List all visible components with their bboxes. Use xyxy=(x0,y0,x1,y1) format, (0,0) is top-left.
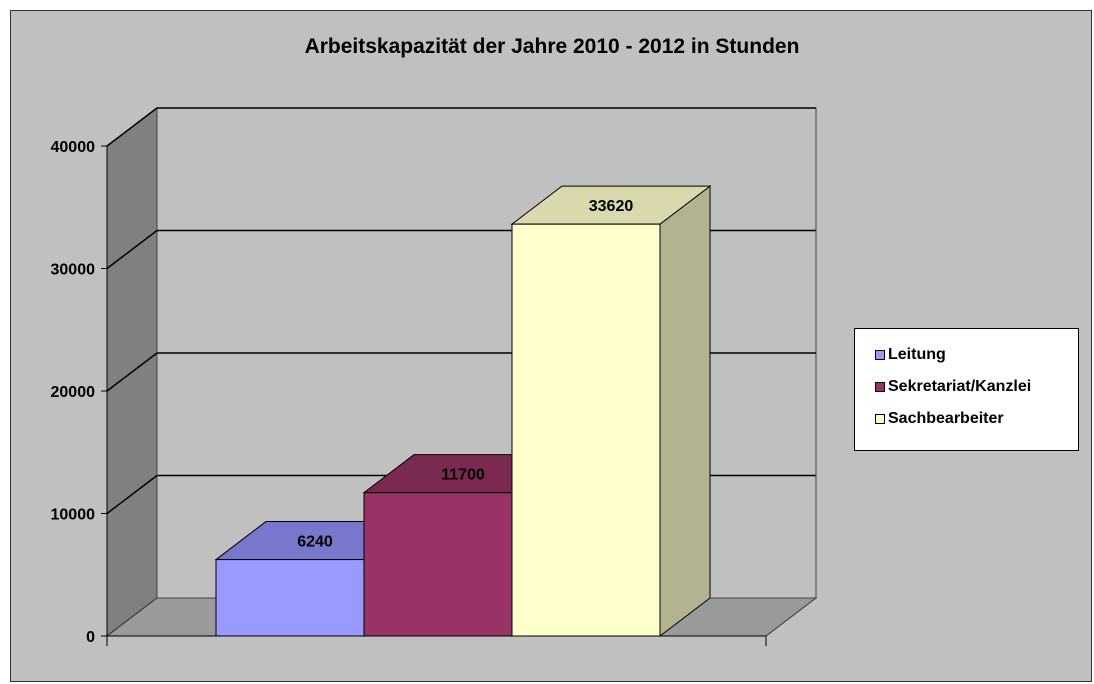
y-tick-label: 30000 xyxy=(51,262,96,279)
legend: Leitung Sekretariat/Kanzlei Sachbearbeiter xyxy=(854,328,1079,451)
legend-item: Leitung xyxy=(875,339,1078,371)
legend-label: Sachbearbeiter xyxy=(888,410,1004,427)
bar-front xyxy=(511,223,661,637)
legend-swatch xyxy=(875,350,885,360)
chart-area: 0 10000 20000 30000 40000 6240 11700 33620 Arb… xyxy=(10,10,1092,682)
gridline-side xyxy=(106,229,158,270)
y-tick-label: 20000 xyxy=(51,384,96,401)
data-label: 33620 xyxy=(589,198,634,215)
legend-label: Sekretariat/Kanzlei xyxy=(888,378,1032,395)
legend-label: Leitung xyxy=(888,346,946,363)
gridline-side xyxy=(106,352,158,392)
data-label: 11700 xyxy=(441,467,485,484)
chart-title: Arbeitskapazität der Jahre 2010 - 2012 i… xyxy=(304,35,800,58)
bar-side xyxy=(659,185,711,638)
y-tick-label: 0 xyxy=(86,629,95,646)
legend-swatch xyxy=(875,382,885,392)
bar-front xyxy=(215,559,365,637)
legend-item: Sekretariat/Kanzlei xyxy=(875,371,1078,403)
gridline-side xyxy=(106,107,158,147)
legend-swatch xyxy=(875,414,885,424)
bar-sachbearbeiter xyxy=(510,185,712,638)
gridline-side xyxy=(106,474,158,515)
legend-item: Sachbearbeiter xyxy=(875,403,1078,435)
bar-front xyxy=(363,492,513,637)
y-tick-label: 40000 xyxy=(51,139,96,156)
data-label: 6240 xyxy=(297,534,333,551)
chart-plot: 0 10000 20000 30000 40000 6240 11700 33620 xyxy=(51,106,818,646)
y-tick-label: 10000 xyxy=(51,507,96,524)
